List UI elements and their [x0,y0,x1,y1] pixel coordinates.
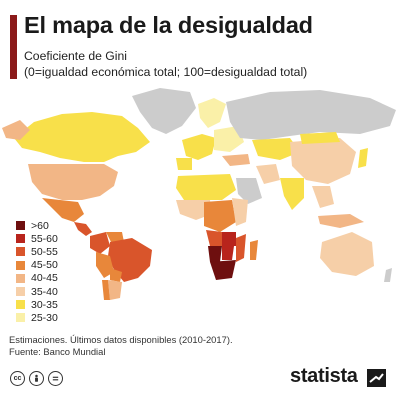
region-new-zealand [384,268,392,282]
region-alaska [2,120,30,140]
region-japan [358,148,368,168]
region-australia [320,232,374,276]
region-india [280,178,304,210]
legend-label: 40-45 [31,272,58,285]
legend-swatch [16,221,25,231]
region-western-europe [182,134,216,160]
region-iberia [176,158,192,170]
region-turkey [222,154,250,166]
region-east-africa [232,198,248,226]
region-scandinavia [198,98,226,128]
region-argentina [108,280,122,300]
legend-item: 35-40 [16,285,58,298]
region-namibia [208,246,222,262]
region-south-africa [210,260,236,280]
person-icon[interactable] [29,371,44,386]
legend-label: 35-40 [31,285,58,298]
statista-logo-icon [367,369,386,387]
world-map [2,88,396,300]
license-icons: cc [10,371,63,386]
region-colombia [90,232,110,254]
region-peru [96,252,114,278]
footnote-source: Fuente: Banco Mundial [9,346,106,357]
legend-item: 45-50 [16,259,58,272]
equal-icon[interactable] [48,371,63,386]
region-chile [102,280,110,300]
legend: >60 55-60 50-55 45-50 40-45 35-40 30-35 … [16,219,58,325]
region-eastern-europe [214,126,244,152]
legend-swatch [16,247,25,257]
region-zambia [222,232,236,246]
region-angola [206,230,222,246]
legend-label: 45-50 [31,259,58,272]
legend-label: 30-35 [31,298,58,311]
statista-logo-text[interactable]: statista [290,365,358,387]
region-mexico [42,198,84,222]
region-russia [226,90,396,140]
region-north-africa [176,174,236,200]
legend-swatch [16,287,25,297]
region-mongolia [300,132,340,144]
region-central-america [74,222,92,236]
statista-mark-glyph [369,373,384,383]
region-greenland [132,88,196,134]
region-china [290,138,356,184]
legend-item: 40-45 [16,272,58,285]
person-glyph [35,374,38,382]
region-usa [28,164,118,200]
legend-swatch [16,234,25,244]
region-arabia [236,178,262,204]
region-central-africa [204,200,236,232]
region-canada [14,112,150,162]
legend-label: 25-30 [31,311,58,324]
legend-swatch [16,260,25,270]
region-indonesia [318,214,364,228]
cc-icon[interactable]: cc [10,371,25,386]
footnote-note: Estimaciones. Últimos datos disponibles … [9,334,233,345]
legend-swatch [16,300,25,310]
title-accent-bar [10,15,17,79]
subtitle-line-2: (0=igualdad económica total; 100=desigua… [24,65,308,79]
region-botswana [222,246,234,260]
legend-item: 30-35 [16,298,58,311]
legend-item: 55-60 [16,232,58,245]
footnote: Estimaciones. Últimos datos disponibles … [9,334,233,358]
subtitle: Coeficiente de Gini (0=igualdad económic… [24,48,307,80]
legend-label: >60 [31,219,49,232]
subtitle-line-1: Coeficiente de Gini [24,49,127,63]
legend-item: 25-30 [16,311,58,324]
region-bolivia [110,268,122,282]
region-iran [256,164,280,184]
legend-swatch [16,273,25,283]
legend-swatch [16,313,25,323]
region-kazakhstan [252,138,300,160]
region-mozambique [236,234,246,262]
region-west-africa [176,200,212,220]
region-se-asia [312,186,334,208]
region-madagascar [250,240,258,260]
legend-item: >60 [16,219,58,232]
equal-glyph [52,376,59,381]
legend-label: 55-60 [31,232,58,245]
legend-label: 50-55 [31,245,58,258]
legend-item: 50-55 [16,245,58,258]
page-title: El mapa de la desigualdad [24,12,313,38]
